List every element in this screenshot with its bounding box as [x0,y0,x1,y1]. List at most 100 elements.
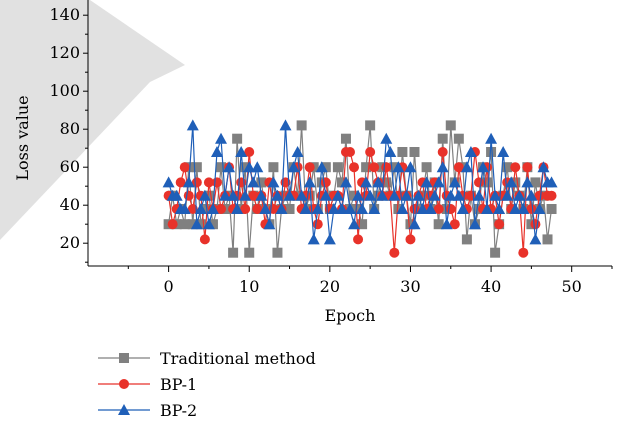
data-point [315,161,328,173]
data-point [389,247,400,258]
data-point [284,204,295,214]
data-point [235,146,248,157]
data-point [296,120,307,131]
data-point [186,119,199,131]
data-point [307,233,320,245]
y-tick-label: 40 [60,195,80,214]
x-tick-label: 20 [320,277,340,296]
data-point [449,219,460,230]
data-point [497,146,510,157]
x-axis-label: Epoch [325,306,376,325]
data-point [349,162,360,173]
data-point [545,176,558,188]
data-point [216,204,227,214]
data-point [267,176,280,188]
data-point [179,162,190,173]
data-point [183,190,194,201]
x-tick-label: 40 [481,277,501,296]
data-point [268,162,279,173]
data-point [239,189,252,201]
data-point [353,234,364,245]
data-point [240,204,251,214]
data-point [542,234,553,245]
data-point [187,219,198,230]
axes: 20 40 60 80 100 120 140 0 10 20 30 40 50 Epoch Loss va… [13,0,613,325]
data-point [252,204,263,214]
data-point [428,189,441,201]
data-point [381,162,392,173]
data-point [424,203,437,214]
data-point [389,162,400,173]
data-point [530,177,541,188]
data-point [456,203,469,214]
legend-label: Traditional method [160,349,316,368]
data-point [251,161,264,173]
legend-label: BP-1 [160,375,197,394]
data-point [494,219,505,230]
data-point [248,190,259,201]
data-point [311,203,324,214]
data-point [320,162,331,173]
data-point [207,219,218,230]
data-point [304,162,315,173]
data-point [472,189,485,201]
data-point [228,247,239,258]
data-point [388,189,401,201]
data-point [194,203,207,214]
legend-entry: Traditional method [98,349,316,368]
y-tick-label: 80 [60,119,80,138]
data-point [232,133,243,144]
data-point [445,204,456,214]
data-point [295,189,308,201]
data-point [170,189,183,201]
data-point [505,176,518,188]
data-point [502,162,513,173]
data-point [510,177,521,188]
x-tick-label: 30 [400,277,420,296]
data-point [526,204,537,214]
x-tick-label: 10 [239,277,259,296]
data-point [533,203,546,214]
data-point [195,219,206,230]
data-point [396,203,409,214]
data-point [175,177,186,188]
data-point [381,177,392,188]
data-point [529,233,542,245]
data-point [509,203,522,214]
data-point [349,190,360,201]
data-point [501,189,514,201]
data-point [361,162,372,173]
legend-marker [119,379,129,389]
data-point [340,133,351,144]
data-point [259,203,272,214]
data-point [199,234,210,245]
legend-marker [119,353,129,363]
data-point [279,119,292,131]
data-point [203,177,214,188]
data-point [190,218,203,230]
data-point [453,162,464,173]
data-point [518,247,529,258]
data-point [485,132,498,144]
legend-label: BP-2 [160,401,197,420]
data-point [445,120,456,131]
data-point [319,189,332,201]
data-point [339,176,352,188]
data-point [404,161,417,173]
data-point [537,161,550,173]
legend: Traditional method BP-1 BP-2 [98,349,316,420]
data-point [210,146,223,157]
data-point [369,162,380,173]
data-point [179,219,190,230]
data-point [167,219,178,230]
data-point [227,189,240,201]
data-point [178,203,191,214]
data-point [489,189,502,201]
legend-entry: BP-1 [98,375,197,394]
data-point [275,203,288,214]
data-point [360,176,373,188]
data-point [198,189,211,201]
data-point [216,162,227,173]
data-point [199,204,210,214]
watermark-band [0,0,185,240]
